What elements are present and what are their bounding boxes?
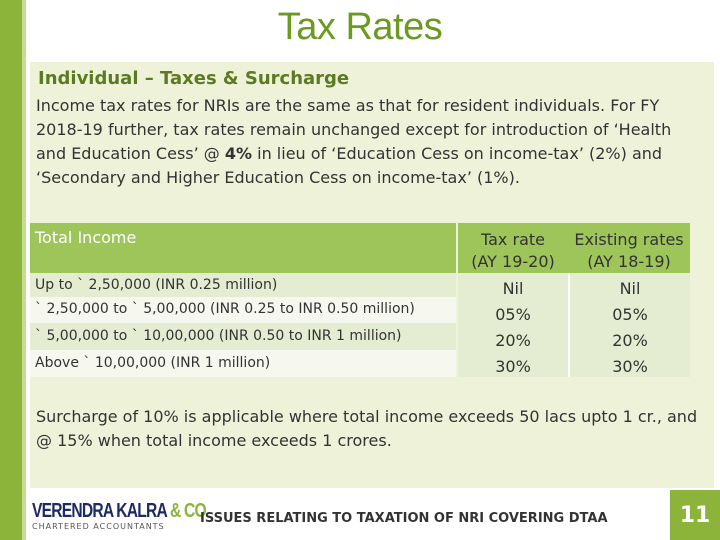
page-number: 11 (670, 490, 720, 540)
table-row-income-4: Above ` 10,00,000 (INR 1 million) (30, 350, 456, 377)
existing-rate-4: 30% (612, 357, 648, 376)
income-4-label: Above ` 10,00,000 (INR 1 million) (35, 355, 271, 371)
header-tax-rate-line2: (AY 19-20) (471, 252, 555, 271)
header-tax-rate: Tax rate (AY 19-20) (458, 223, 568, 273)
logo-amp: & CO (169, 500, 207, 522)
table-row-income-2: ` 2,50,000 to ` 5,00,000 (INR 0.25 to IN… (30, 297, 456, 323)
existing-rate-3: 20% (612, 331, 648, 350)
tax-rate-column: Nil 05% 20% 30% (458, 273, 568, 377)
left-accent-bar (0, 0, 22, 540)
income-1-label: Up to ` 2,50,000 (INR 0.25 million) (35, 277, 278, 293)
slide-title: Tax Rates (277, 6, 443, 48)
tax-rate-2: 05% (495, 305, 531, 324)
left-accent-bar-light (22, 0, 26, 540)
header-existing-rates-line2: (AY 18-19) (587, 252, 671, 271)
intro-text-1: Income tax rates for NRIs are the same a… (36, 96, 672, 163)
footer-title: ISSUES RELATING TO TAXATION OF NRI COVER… (200, 511, 608, 526)
table-row-income-3: ` 5,00,000 to ` 10,00,000 (INR 0.50 to I… (30, 323, 456, 350)
tax-rate-3: 20% (495, 331, 531, 350)
intro-paragraph: Income tax rates for NRIs are the same a… (36, 94, 704, 190)
existing-rate-2: 05% (612, 305, 648, 324)
surcharge-note: Surcharge of 10% is applicable where tot… (36, 407, 698, 450)
intro-bold-rate: 4% (224, 144, 253, 163)
company-logo: VERENDRA KALRA & CO CHARTERED ACCOUNTANT… (32, 500, 207, 538)
header-tax-rate-line1: Tax rate (481, 230, 545, 249)
section-heading: Individual – Taxes & Surcharge (38, 68, 350, 89)
logo-subtitle: CHARTERED ACCOUNTANTS (32, 522, 165, 531)
tax-rate-4: 30% (495, 357, 531, 376)
logo-wordmark: VERENDRA KALRA & CO (32, 500, 207, 523)
header-existing-rates: Existing rates (AY 18-19) (568, 223, 690, 273)
tax-rate-1: Nil (502, 279, 524, 298)
table-row-income-1: Up to ` 2,50,000 (INR 0.25 million) (30, 273, 456, 297)
footer-divider (30, 492, 670, 493)
intro-text-2: in lieu of ‘Education Cess on income-tax… (36, 144, 663, 187)
logo-name: VERENDRA KALRA (32, 500, 170, 522)
existing-rate-1: Nil (619, 279, 641, 298)
header-total-income-label: Total Income (35, 228, 137, 247)
income-3-label: ` 5,00,000 to ` 10,00,000 (INR 0.50 to I… (35, 328, 402, 344)
header-total-income: Total Income (30, 223, 456, 273)
income-2-label: ` 2,50,000 to ` 5,00,000 (INR 0.25 to IN… (35, 301, 415, 317)
existing-rate-column: Nil 05% 20% 30% (568, 273, 690, 377)
header-existing-rates-line1: Existing rates (574, 230, 684, 249)
